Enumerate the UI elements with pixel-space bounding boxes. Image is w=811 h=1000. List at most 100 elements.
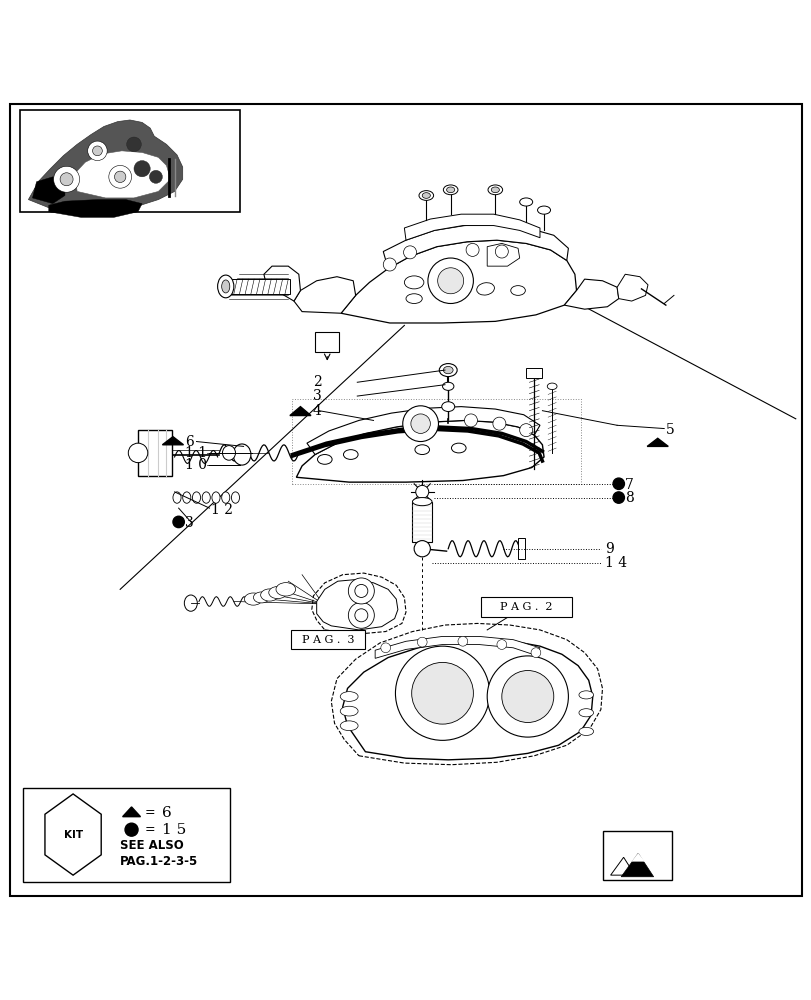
Circle shape (173, 516, 184, 528)
Circle shape (348, 578, 374, 604)
Ellipse shape (340, 706, 358, 716)
Bar (517, 538, 524, 559)
Polygon shape (264, 266, 300, 301)
Text: 3: 3 (312, 389, 321, 403)
Text: 1 1: 1 1 (185, 446, 207, 460)
Bar (315, 332, 339, 352)
Ellipse shape (244, 593, 262, 605)
Ellipse shape (202, 492, 210, 503)
Circle shape (612, 478, 624, 489)
Circle shape (402, 406, 438, 442)
Ellipse shape (414, 445, 429, 455)
Polygon shape (307, 407, 539, 455)
Polygon shape (296, 420, 543, 482)
Circle shape (495, 245, 508, 258)
Ellipse shape (418, 191, 433, 200)
Polygon shape (294, 277, 355, 313)
Polygon shape (646, 438, 667, 446)
Polygon shape (122, 807, 140, 817)
Circle shape (437, 268, 463, 294)
Circle shape (127, 137, 141, 152)
Ellipse shape (443, 185, 457, 195)
Text: 8: 8 (624, 491, 633, 505)
Ellipse shape (343, 450, 358, 459)
Bar (23, 788, 230, 882)
Circle shape (354, 584, 367, 597)
Ellipse shape (217, 275, 234, 298)
Circle shape (88, 141, 107, 161)
Polygon shape (610, 857, 634, 875)
Ellipse shape (268, 586, 286, 599)
Ellipse shape (340, 721, 358, 731)
Ellipse shape (340, 692, 358, 701)
Circle shape (466, 243, 478, 256)
Text: =: = (144, 823, 155, 836)
Ellipse shape (491, 187, 499, 193)
Circle shape (54, 166, 79, 192)
Ellipse shape (578, 691, 593, 699)
Text: 1 4: 1 4 (604, 556, 626, 570)
Circle shape (410, 414, 430, 433)
Text: 2: 2 (312, 375, 321, 389)
Circle shape (128, 443, 148, 463)
Ellipse shape (537, 206, 550, 214)
Circle shape (411, 662, 473, 724)
Circle shape (414, 541, 430, 557)
Ellipse shape (404, 276, 423, 289)
Circle shape (348, 602, 374, 628)
Text: 6: 6 (162, 806, 172, 820)
Circle shape (612, 492, 624, 503)
Polygon shape (75, 151, 170, 198)
Ellipse shape (317, 455, 332, 464)
Circle shape (149, 170, 162, 183)
Ellipse shape (173, 492, 181, 503)
Circle shape (492, 417, 505, 430)
Polygon shape (375, 636, 539, 658)
Ellipse shape (578, 727, 593, 735)
Polygon shape (342, 640, 592, 760)
Bar (138, 430, 172, 476)
Circle shape (354, 609, 367, 622)
Text: SEE ALSO: SEE ALSO (120, 839, 184, 852)
Ellipse shape (451, 443, 466, 453)
Text: 1 5: 1 5 (162, 823, 187, 837)
Polygon shape (341, 240, 576, 323)
Circle shape (134, 161, 150, 177)
Circle shape (60, 173, 73, 186)
Ellipse shape (442, 382, 453, 390)
Bar (292, 398, 580, 484)
Circle shape (519, 424, 532, 437)
Ellipse shape (578, 709, 593, 717)
Circle shape (383, 258, 396, 271)
Bar (229, 279, 290, 294)
Circle shape (125, 823, 138, 836)
Text: 1 2: 1 2 (211, 503, 233, 517)
Circle shape (530, 648, 540, 658)
Ellipse shape (476, 283, 494, 295)
Polygon shape (45, 794, 101, 875)
Circle shape (114, 171, 126, 183)
Text: KIT: KIT (63, 830, 83, 840)
Ellipse shape (519, 198, 532, 206)
Circle shape (395, 646, 489, 740)
Ellipse shape (253, 592, 269, 603)
Circle shape (380, 643, 390, 653)
Ellipse shape (222, 446, 235, 460)
Ellipse shape (192, 492, 200, 503)
Circle shape (464, 414, 477, 427)
Polygon shape (631, 853, 644, 861)
Polygon shape (487, 243, 519, 266)
Ellipse shape (221, 492, 230, 503)
Polygon shape (564, 279, 618, 309)
Circle shape (109, 165, 131, 188)
Circle shape (487, 656, 568, 737)
Bar (480, 597, 571, 617)
Ellipse shape (184, 595, 197, 611)
Ellipse shape (547, 383, 556, 390)
Ellipse shape (441, 402, 454, 411)
Text: 7: 7 (624, 478, 633, 492)
Ellipse shape (446, 187, 454, 193)
Text: P A G .  3: P A G . 3 (302, 635, 354, 645)
Polygon shape (383, 224, 568, 269)
Ellipse shape (233, 444, 251, 465)
